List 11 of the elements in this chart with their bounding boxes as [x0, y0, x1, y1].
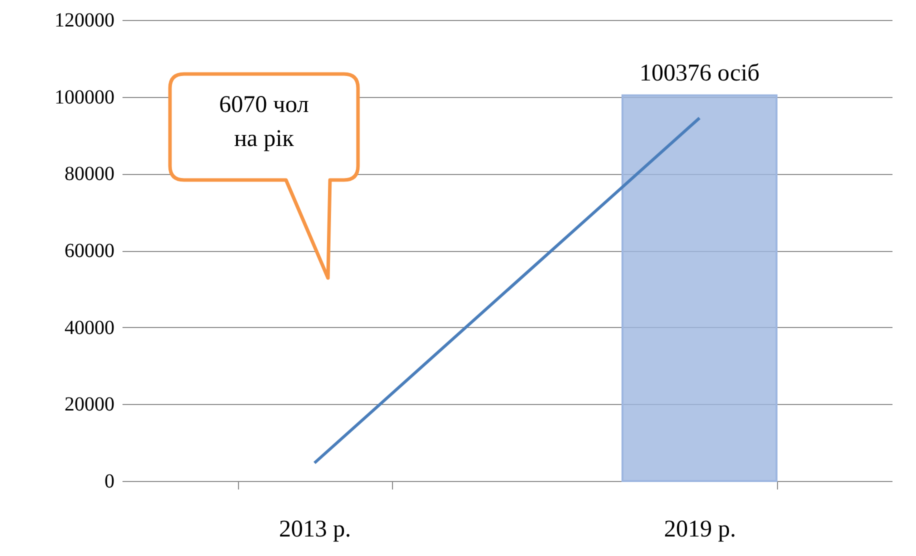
annotation: 6070 чол на рік — [218, 91, 310, 154]
y-tick-label: 120000 — [54, 10, 114, 32]
x-tick-label: 2019 р. — [664, 516, 736, 542]
x-tick-label: 2013 р. — [279, 516, 351, 542]
y-tick-label: 40000 — [64, 316, 114, 339]
y-tick-label: 20000 — [64, 394, 114, 416]
y-tick-label: 60000 — [64, 240, 114, 262]
y-tick-label: 0 — [104, 470, 114, 492]
data-label: 100376 осіб — [639, 60, 760, 86]
y-tick-label: 80000 — [64, 163, 114, 186]
y-tick-label: 100000 — [54, 86, 114, 108]
